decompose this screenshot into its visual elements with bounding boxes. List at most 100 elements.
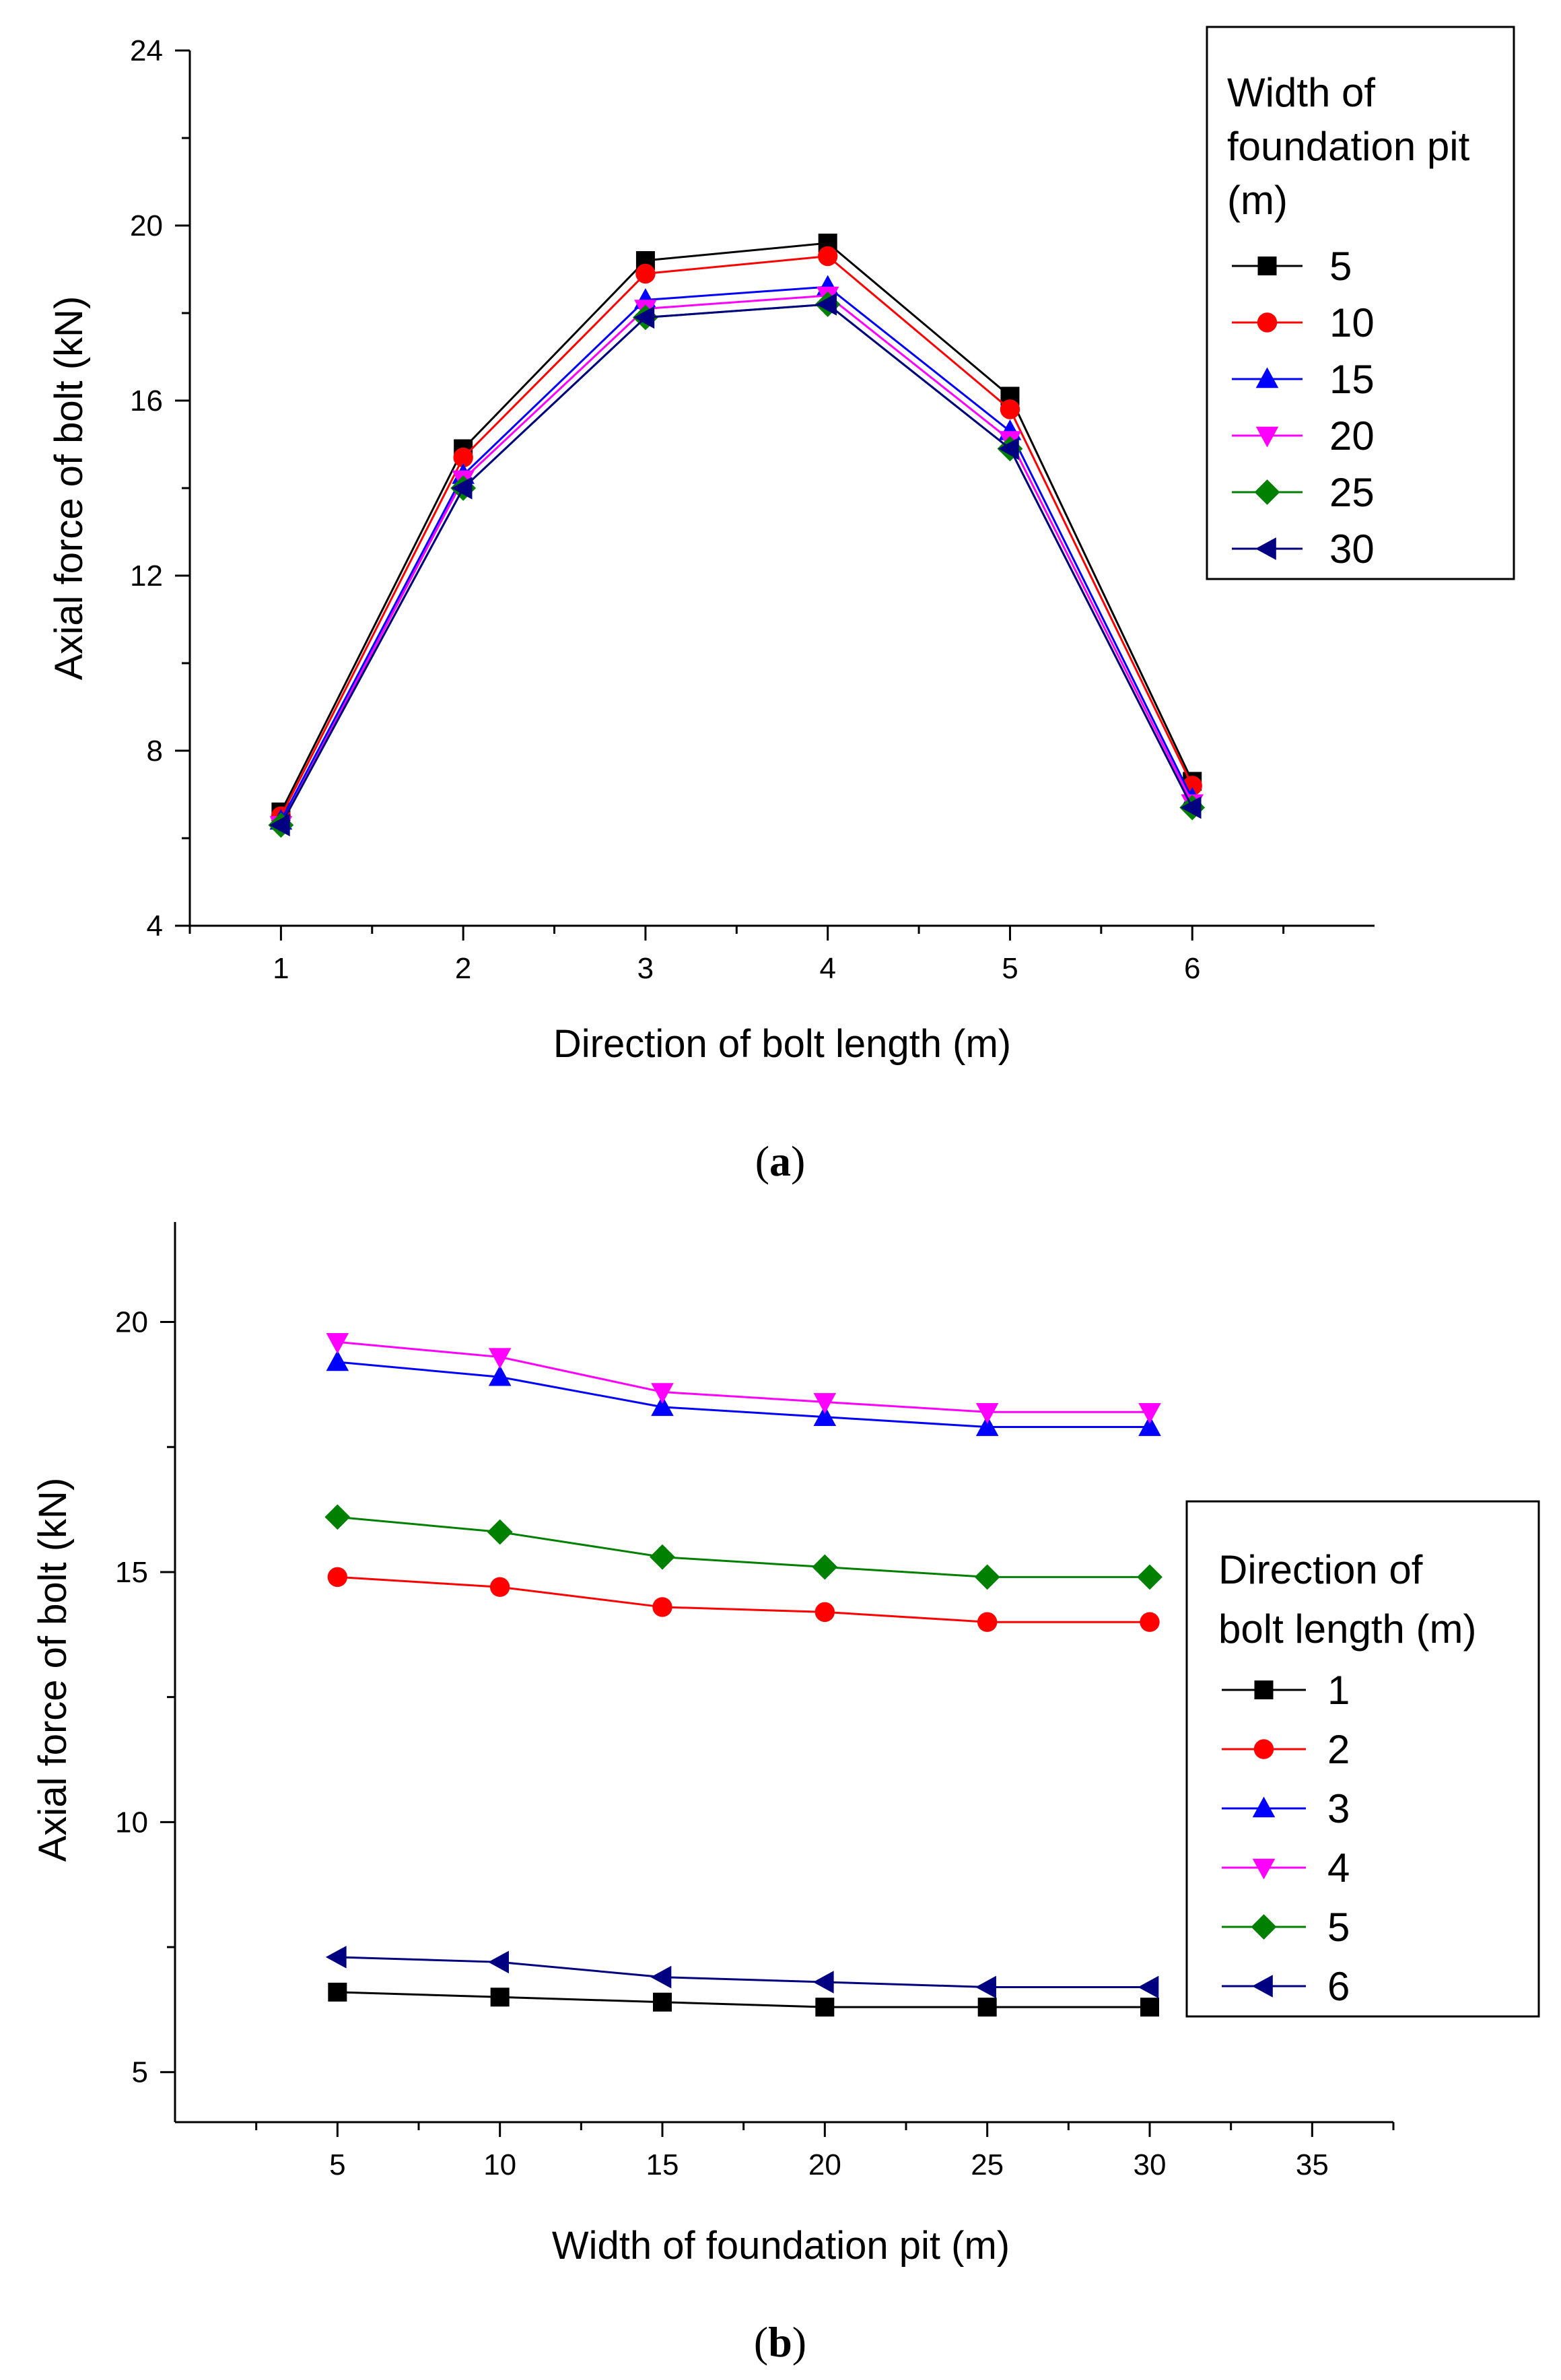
series-b-1 <box>328 1982 1159 2017</box>
series-b-3 <box>326 1350 1161 1436</box>
x-tick-label-b-2: 15 <box>646 2148 679 2181</box>
y-axis-title-b: Axial force of bolt (kN) <box>31 1478 75 1862</box>
legend-title-a-line1: Width of <box>1227 70 1375 115</box>
data-point-b-1-2 <box>653 1992 672 2012</box>
data-point-a-10-3 <box>817 246 838 267</box>
legend-entries-b: 1 2 3 4 5 6 <box>1222 1668 1350 2009</box>
x-axis-title-b: Width of foundation pit (m) <box>552 2224 1010 2268</box>
legend-label-a-5: 5 <box>1329 244 1352 289</box>
series-a-5 <box>271 234 1202 821</box>
series-b-2 <box>327 1567 1160 1632</box>
data-point-b-4-4 <box>975 1402 999 1424</box>
legend-label-b-3: 3 <box>1327 1786 1350 1831</box>
x-tick-label-a-5: 6 <box>1184 952 1200 985</box>
data-point-b-6-5 <box>1138 1975 1159 1999</box>
legend-box-a <box>1206 26 1515 580</box>
data-point-a-30-3 <box>816 293 837 316</box>
x-tick-label-a-4: 5 <box>1002 952 1018 985</box>
data-point-b-3-3 <box>813 1405 837 1426</box>
data-point-b-2-3 <box>814 1602 835 1623</box>
series-b-5 <box>324 1504 1163 1590</box>
x-tick-label-a-1: 2 <box>455 952 471 985</box>
data-point-b-5-1 <box>487 1519 513 1545</box>
series-a-30 <box>269 293 1202 837</box>
legend-marker-a-15 <box>1255 367 1279 388</box>
data-point-b-6-4 <box>975 1975 996 1999</box>
series-line-b-5 <box>337 1516 1150 1578</box>
x-tick-label-a-2: 3 <box>637 952 654 985</box>
y-tick-label-b-3: 20 <box>115 1306 148 1339</box>
legend-marker-b-3 <box>1252 1796 1276 1818</box>
data-point-a-30-1 <box>451 477 473 500</box>
legend-marker-b-2 <box>1253 1739 1274 1759</box>
series-line-b-2 <box>337 1575 1150 1623</box>
series-line-b-1 <box>337 1991 1150 2008</box>
data-point-a-10-4 <box>1000 399 1020 419</box>
legend-label-a-10: 10 <box>1329 300 1375 345</box>
series-line-a-5 <box>280 242 1193 813</box>
data-point-b-5-3 <box>812 1554 838 1580</box>
data-point-b-6-3 <box>812 1971 834 1994</box>
data-point-b-3-1 <box>488 1365 512 1386</box>
series-line-a-30 <box>280 303 1193 826</box>
legend-title-b-line2: bolt length (m) <box>1218 1606 1477 1652</box>
data-point-b-5-5 <box>1137 1564 1163 1590</box>
data-point-b-4-5 <box>1138 1402 1161 1424</box>
series-b-4 <box>326 1332 1161 1424</box>
data-point-b-5-4 <box>974 1564 1000 1590</box>
series-line-a-20 <box>280 294 1193 826</box>
legend-marker-b-1 <box>1254 1680 1274 1699</box>
legend-label-b-5: 5 <box>1327 1905 1350 1950</box>
caption-a: (a) <box>755 1137 806 1185</box>
legend-marker-a-25 <box>1254 479 1280 505</box>
data-point-b-4-3 <box>813 1393 837 1414</box>
data-point-b-6-1 <box>488 1950 509 1974</box>
x-tick-label-b-5: 30 <box>1134 2148 1167 2181</box>
legend-label-a-30: 30 <box>1329 526 1375 572</box>
legend-title-a-line3: (m) <box>1227 178 1288 223</box>
x-tick-label-b-0: 5 <box>329 2148 345 2181</box>
data-point-b-2-5 <box>1140 1612 1160 1632</box>
data-point-b-4-1 <box>488 1348 512 1369</box>
data-point-b-4-2 <box>651 1383 674 1404</box>
series-line-a-10 <box>280 254 1193 817</box>
y-tick-label-a-0: 4 <box>147 910 163 943</box>
y-tick-label-a-3: 16 <box>130 384 163 417</box>
data-point-b-2-4 <box>977 1612 998 1632</box>
data-point-a-30-4 <box>998 437 1019 461</box>
caption-b-letter: b <box>768 2318 792 2366</box>
data-point-a-30-5 <box>1180 796 1202 819</box>
legend-label-a-15: 15 <box>1329 357 1375 402</box>
data-point-b-1-0 <box>328 1982 347 2002</box>
legend-label-b-1: 1 <box>1327 1668 1350 1713</box>
legend-b: Direction of bolt length (m) 1 2 3 4 5 6 <box>1185 1500 1540 2018</box>
legend-marker-a-10 <box>1257 312 1278 333</box>
series-line-a-15 <box>280 285 1193 821</box>
x-tick-label-b-6: 35 <box>1296 2148 1329 2181</box>
legend-marker-b-6 <box>1252 1975 1273 1998</box>
y-tick-label-b-2: 15 <box>115 1556 148 1589</box>
data-point-b-3-0 <box>326 1350 349 1371</box>
data-point-b-6-0 <box>325 1946 347 1969</box>
caption-a-letter: a <box>769 1137 791 1185</box>
data-point-a-10-1 <box>453 447 473 468</box>
data-point-b-1-1 <box>490 1987 510 2007</box>
legend-label-a-25: 25 <box>1329 470 1375 515</box>
data-point-a-30-2 <box>633 306 655 329</box>
data-point-b-3-4 <box>975 1415 999 1436</box>
data-point-b-2-2 <box>652 1597 672 1617</box>
data-point-b-3-2 <box>651 1395 674 1417</box>
legend-marker-a-30 <box>1255 537 1276 560</box>
data-point-b-6-2 <box>650 1965 672 1989</box>
legend-title-b-line1: Direction of <box>1218 1547 1423 1592</box>
series-line-b-6 <box>337 1956 1150 1988</box>
x-tick-label-b-1: 10 <box>483 2148 516 2181</box>
data-point-a-10-2 <box>635 263 656 284</box>
series-b-6 <box>325 1946 1159 1999</box>
x-axis-title-a: Direction of bolt length (m) <box>553 1022 1011 1066</box>
data-point-b-5-2 <box>650 1544 675 1570</box>
